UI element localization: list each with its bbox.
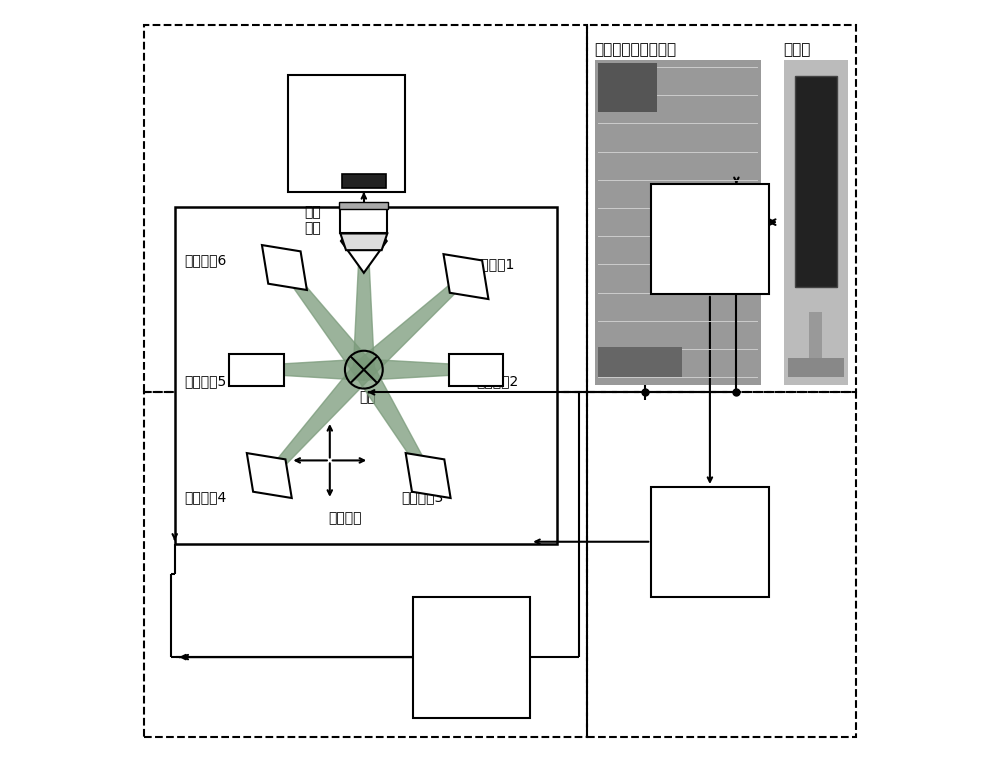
- Text: 滤波片: 滤波片: [298, 174, 323, 188]
- Polygon shape: [357, 274, 469, 377]
- Bar: [144, 25, 587, 392]
- Bar: [587, 392, 856, 737]
- Text: 照明物镜2: 照明物镜2: [476, 374, 518, 388]
- Bar: [598, 347, 682, 377]
- Text: 激光
光源: 激光 光源: [699, 219, 721, 258]
- Bar: [175, 207, 557, 543]
- Polygon shape: [340, 233, 387, 250]
- Bar: [413, 597, 530, 718]
- Text: 照明物镜1: 照明物镜1: [472, 257, 514, 271]
- Text: 四维转台: 四维转台: [328, 511, 362, 526]
- Bar: [784, 59, 848, 385]
- Polygon shape: [443, 255, 488, 299]
- Text: 成像
物镜: 成像 物镜: [305, 205, 321, 235]
- Bar: [587, 25, 856, 392]
- Polygon shape: [247, 453, 292, 498]
- Bar: [788, 358, 844, 377]
- Bar: [651, 184, 769, 294]
- Polygon shape: [281, 265, 372, 376]
- Polygon shape: [364, 359, 476, 380]
- Polygon shape: [229, 354, 284, 386]
- Text: 检测
相机: 检测 相机: [336, 114, 358, 152]
- Bar: [651, 487, 769, 597]
- Text: 样本: 样本: [359, 391, 376, 405]
- Text: 照明物镜6: 照明物镜6: [184, 253, 226, 267]
- Polygon shape: [266, 363, 372, 479]
- Bar: [339, 202, 388, 210]
- Bar: [342, 174, 386, 188]
- Bar: [598, 63, 657, 113]
- Text: 多光子
光片产
生光路: 多光子 光片产 生光路: [458, 632, 485, 682]
- Bar: [288, 75, 405, 192]
- Polygon shape: [406, 453, 451, 498]
- Polygon shape: [256, 359, 364, 380]
- Text: 数据采集与控制系统: 数据采集与控制系统: [595, 42, 677, 57]
- Text: 照明物镜4: 照明物镜4: [184, 490, 226, 504]
- Bar: [795, 75, 837, 287]
- Text: 照明物镜3: 照明物镜3: [402, 490, 444, 504]
- Polygon shape: [341, 210, 387, 273]
- Text: 多光子
激发光路: 多光子 激发光路: [692, 526, 728, 558]
- Polygon shape: [353, 241, 374, 370]
- Bar: [595, 59, 761, 385]
- Bar: [809, 312, 822, 377]
- Text: 照明物镜5: 照明物镜5: [184, 374, 226, 388]
- Bar: [144, 392, 587, 737]
- Text: 计算机: 计算机: [784, 42, 811, 57]
- Polygon shape: [449, 354, 503, 386]
- Polygon shape: [355, 364, 432, 478]
- Bar: [340, 207, 387, 233]
- Polygon shape: [262, 245, 307, 290]
